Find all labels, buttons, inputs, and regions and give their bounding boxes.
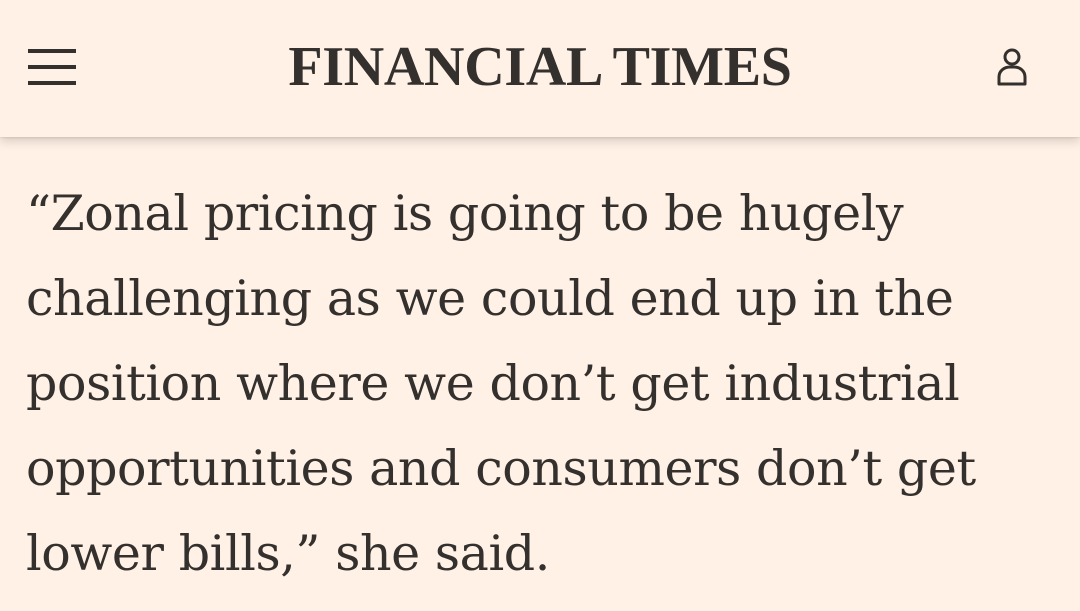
financial-times-logo: FINANCIAL TIMES	[288, 36, 792, 98]
user-account-icon	[997, 48, 1027, 86]
article-quote: “Zonal pricing is going to be hugely cha…	[26, 185, 976, 582]
site-header: FINANCIAL TIMES	[0, 0, 1080, 137]
menu-button[interactable]	[20, 36, 84, 98]
account-button[interactable]	[988, 43, 1036, 91]
hamburger-menu-icon	[28, 49, 76, 85]
